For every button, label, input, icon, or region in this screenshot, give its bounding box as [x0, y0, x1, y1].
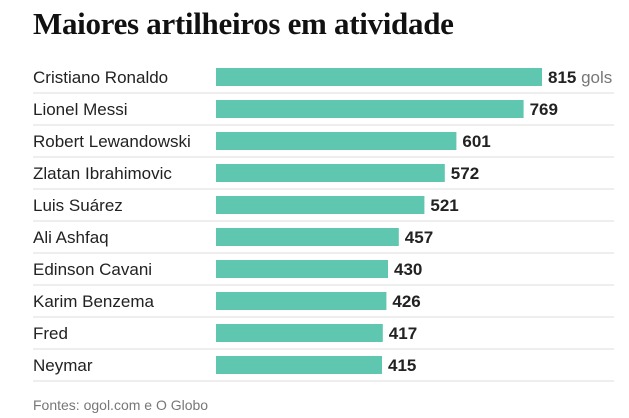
category-label: Edinson Cavani — [33, 260, 152, 279]
bar — [216, 292, 387, 310]
value-label: 521 — [430, 196, 458, 215]
bar — [216, 132, 457, 150]
value-label: 572 — [451, 164, 479, 183]
category-label: Robert Lewandowski — [33, 132, 191, 151]
bar — [216, 228, 399, 246]
category-label: Ali Ashfaq — [33, 228, 109, 247]
category-label: Luis Suárez — [33, 196, 123, 215]
bar — [216, 260, 388, 278]
category-label: Cristiano Ronaldo — [33, 68, 168, 87]
category-label: Fred — [33, 324, 68, 343]
bar — [216, 356, 382, 374]
bar — [216, 68, 542, 86]
value-label: 415 — [388, 356, 416, 375]
category-label: Zlatan Ibrahimovic — [33, 164, 172, 183]
value-label: 457 — [405, 228, 433, 247]
source-note: Fontes: ogol.com e O Globo — [33, 397, 209, 413]
bar — [216, 196, 425, 214]
bar — [216, 324, 383, 342]
value-label: 815 gols — [548, 68, 612, 87]
category-label: Lionel Messi — [33, 100, 128, 119]
value-label: 430 — [394, 260, 422, 279]
chart-title: Maiores artilheiros em atividade — [33, 6, 454, 41]
value-label: 417 — [389, 324, 417, 343]
category-label: Neymar — [33, 356, 93, 375]
value-label: 769 — [530, 100, 558, 119]
bar — [216, 164, 445, 182]
unit-label: gols — [576, 68, 612, 87]
bar — [216, 100, 524, 118]
value-label: 426 — [392, 292, 420, 311]
category-label: Karim Benzema — [33, 292, 154, 311]
value-label: 601 — [462, 132, 490, 151]
